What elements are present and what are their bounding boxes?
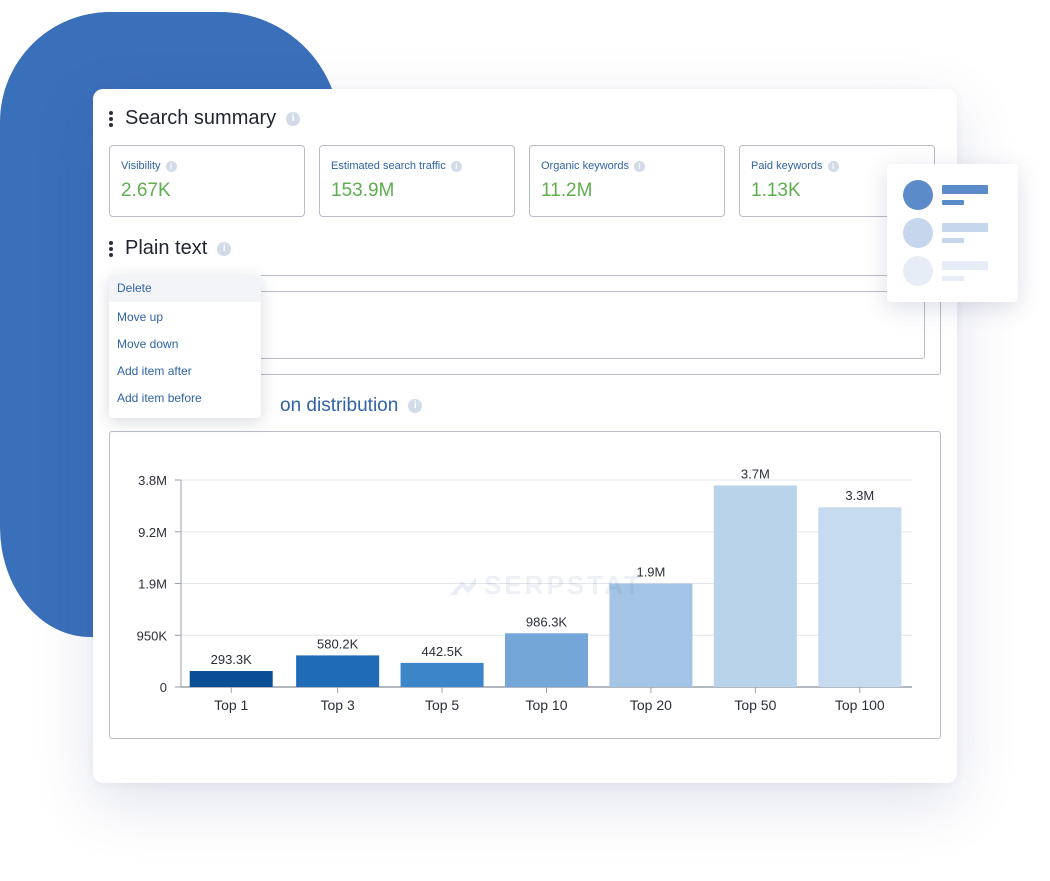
legend-line: [942, 238, 964, 243]
menu-item-move-down[interactable]: Move down: [117, 337, 179, 351]
legend-line: [942, 223, 988, 232]
context-menu: Delete Move up Move down Add item after …: [109, 275, 261, 418]
plain-text-title: Plain text: [125, 237, 208, 259]
bar-top-50: [713, 485, 797, 687]
search-summary-header: Search summary i: [109, 107, 301, 130]
x-tick-label: Top 20: [630, 697, 672, 713]
legend-row: [903, 256, 1003, 286]
metric-estimated-search-traffic: Estimated search traffic i 153.9M: [319, 145, 515, 217]
bar-top-5: [400, 662, 484, 687]
metric-label: Visibility: [121, 160, 161, 172]
metric-paid-keywords: Paid keywords i 1.13K: [739, 145, 935, 217]
search-summary-title: Search summary: [125, 107, 277, 129]
legend-line: [942, 185, 988, 194]
info-icon[interactable]: i: [217, 241, 232, 256]
data-label: 986.3K: [526, 614, 568, 629]
legend-line: [942, 261, 988, 270]
legend-dot-icon: [903, 218, 933, 248]
bar-top-1: [189, 671, 273, 687]
y-tick-label: 0: [160, 680, 167, 695]
x-tick-label: Top 50: [734, 697, 776, 713]
drag-handle-icon[interactable]: [109, 110, 113, 127]
y-tick-label: 950K: [137, 628, 168, 643]
metric-value: 11.2M: [541, 180, 593, 201]
metric-visibility: Visibility i 2.67K: [109, 145, 305, 217]
metric-organic-keywords: Organic keywords i 11.2M: [529, 145, 725, 217]
info-icon[interactable]: i: [634, 160, 646, 172]
legend-line: [942, 200, 964, 205]
legend-row: [903, 218, 1003, 248]
chart-header: on distribution i: [280, 395, 423, 417]
legend-row: [903, 180, 1003, 210]
bar-top-100: [818, 507, 902, 687]
metric-label: Estimated search traffic: [331, 160, 446, 172]
x-tick-label: Top 3: [321, 697, 355, 713]
menu-item-add-item-before[interactable]: Add item before: [117, 391, 202, 405]
legend-line: [942, 276, 964, 281]
data-label: 442.5K: [421, 644, 463, 659]
bar-chart: 0 950K 1.9M 9.2M 3.8M 293.3K Top 1 580.2K Top 3 4…: [137, 466, 912, 713]
drag-handle-icon[interactable]: [109, 240, 113, 257]
info-icon[interactable]: i: [450, 160, 462, 172]
x-tick-label: Top 5: [425, 697, 459, 713]
metric-value: 1.13K: [751, 180, 801, 201]
y-tick-label: 9.2M: [138, 525, 167, 540]
bar-top-20: [609, 583, 693, 687]
data-label: 293.3K: [211, 652, 253, 667]
metric-label: Organic keywords: [541, 160, 630, 172]
serpstat-logo-icon: [450, 576, 476, 595]
plain-text-header: Plain text i: [109, 237, 232, 260]
data-label: 3.7M: [741, 466, 770, 481]
chart-container: SERPSTAT 0 950K 1.9M 9.2M 3.8M 293.3K Top 1 580…: [109, 431, 941, 739]
data-label: 3.3M: [845, 488, 874, 503]
report-card: Search summary i Visibility i 2.67K Estim…: [93, 89, 957, 783]
metric-value: 2.67K: [121, 180, 171, 201]
y-tick-label: 1.9M: [138, 577, 167, 592]
metric-label: Paid keywords: [751, 160, 823, 172]
metric-value: 153.9M: [331, 180, 395, 201]
data-label: 1.9M: [636, 565, 665, 580]
x-tick-label: Top 10: [525, 697, 567, 713]
bar-top-10: [505, 633, 588, 687]
watermark: SERPSTAT: [448, 570, 643, 601]
info-icon[interactable]: i: [286, 111, 301, 126]
legend-dot-icon: [903, 180, 933, 210]
watermark-text: SERPSTAT: [484, 570, 643, 600]
legend-dot-icon: [903, 256, 933, 286]
info-icon[interactable]: i: [165, 160, 177, 172]
data-label: 580.2K: [317, 636, 359, 651]
menu-item-move-up[interactable]: Move up: [117, 310, 164, 324]
x-tick-label: Top 100: [835, 697, 885, 713]
y-tick-label: 3.8M: [138, 473, 167, 488]
legend-card: [887, 164, 1018, 302]
bar-top-3: [296, 655, 380, 687]
info-icon[interactable]: i: [408, 399, 423, 413]
menu-item-add-item-after[interactable]: Add item after: [117, 364, 192, 378]
info-icon[interactable]: i: [827, 160, 839, 172]
chart-title: on distribution: [280, 395, 399, 416]
menu-item-delete[interactable]: Delete: [109, 275, 261, 302]
x-tick-label: Top 1: [214, 697, 248, 713]
